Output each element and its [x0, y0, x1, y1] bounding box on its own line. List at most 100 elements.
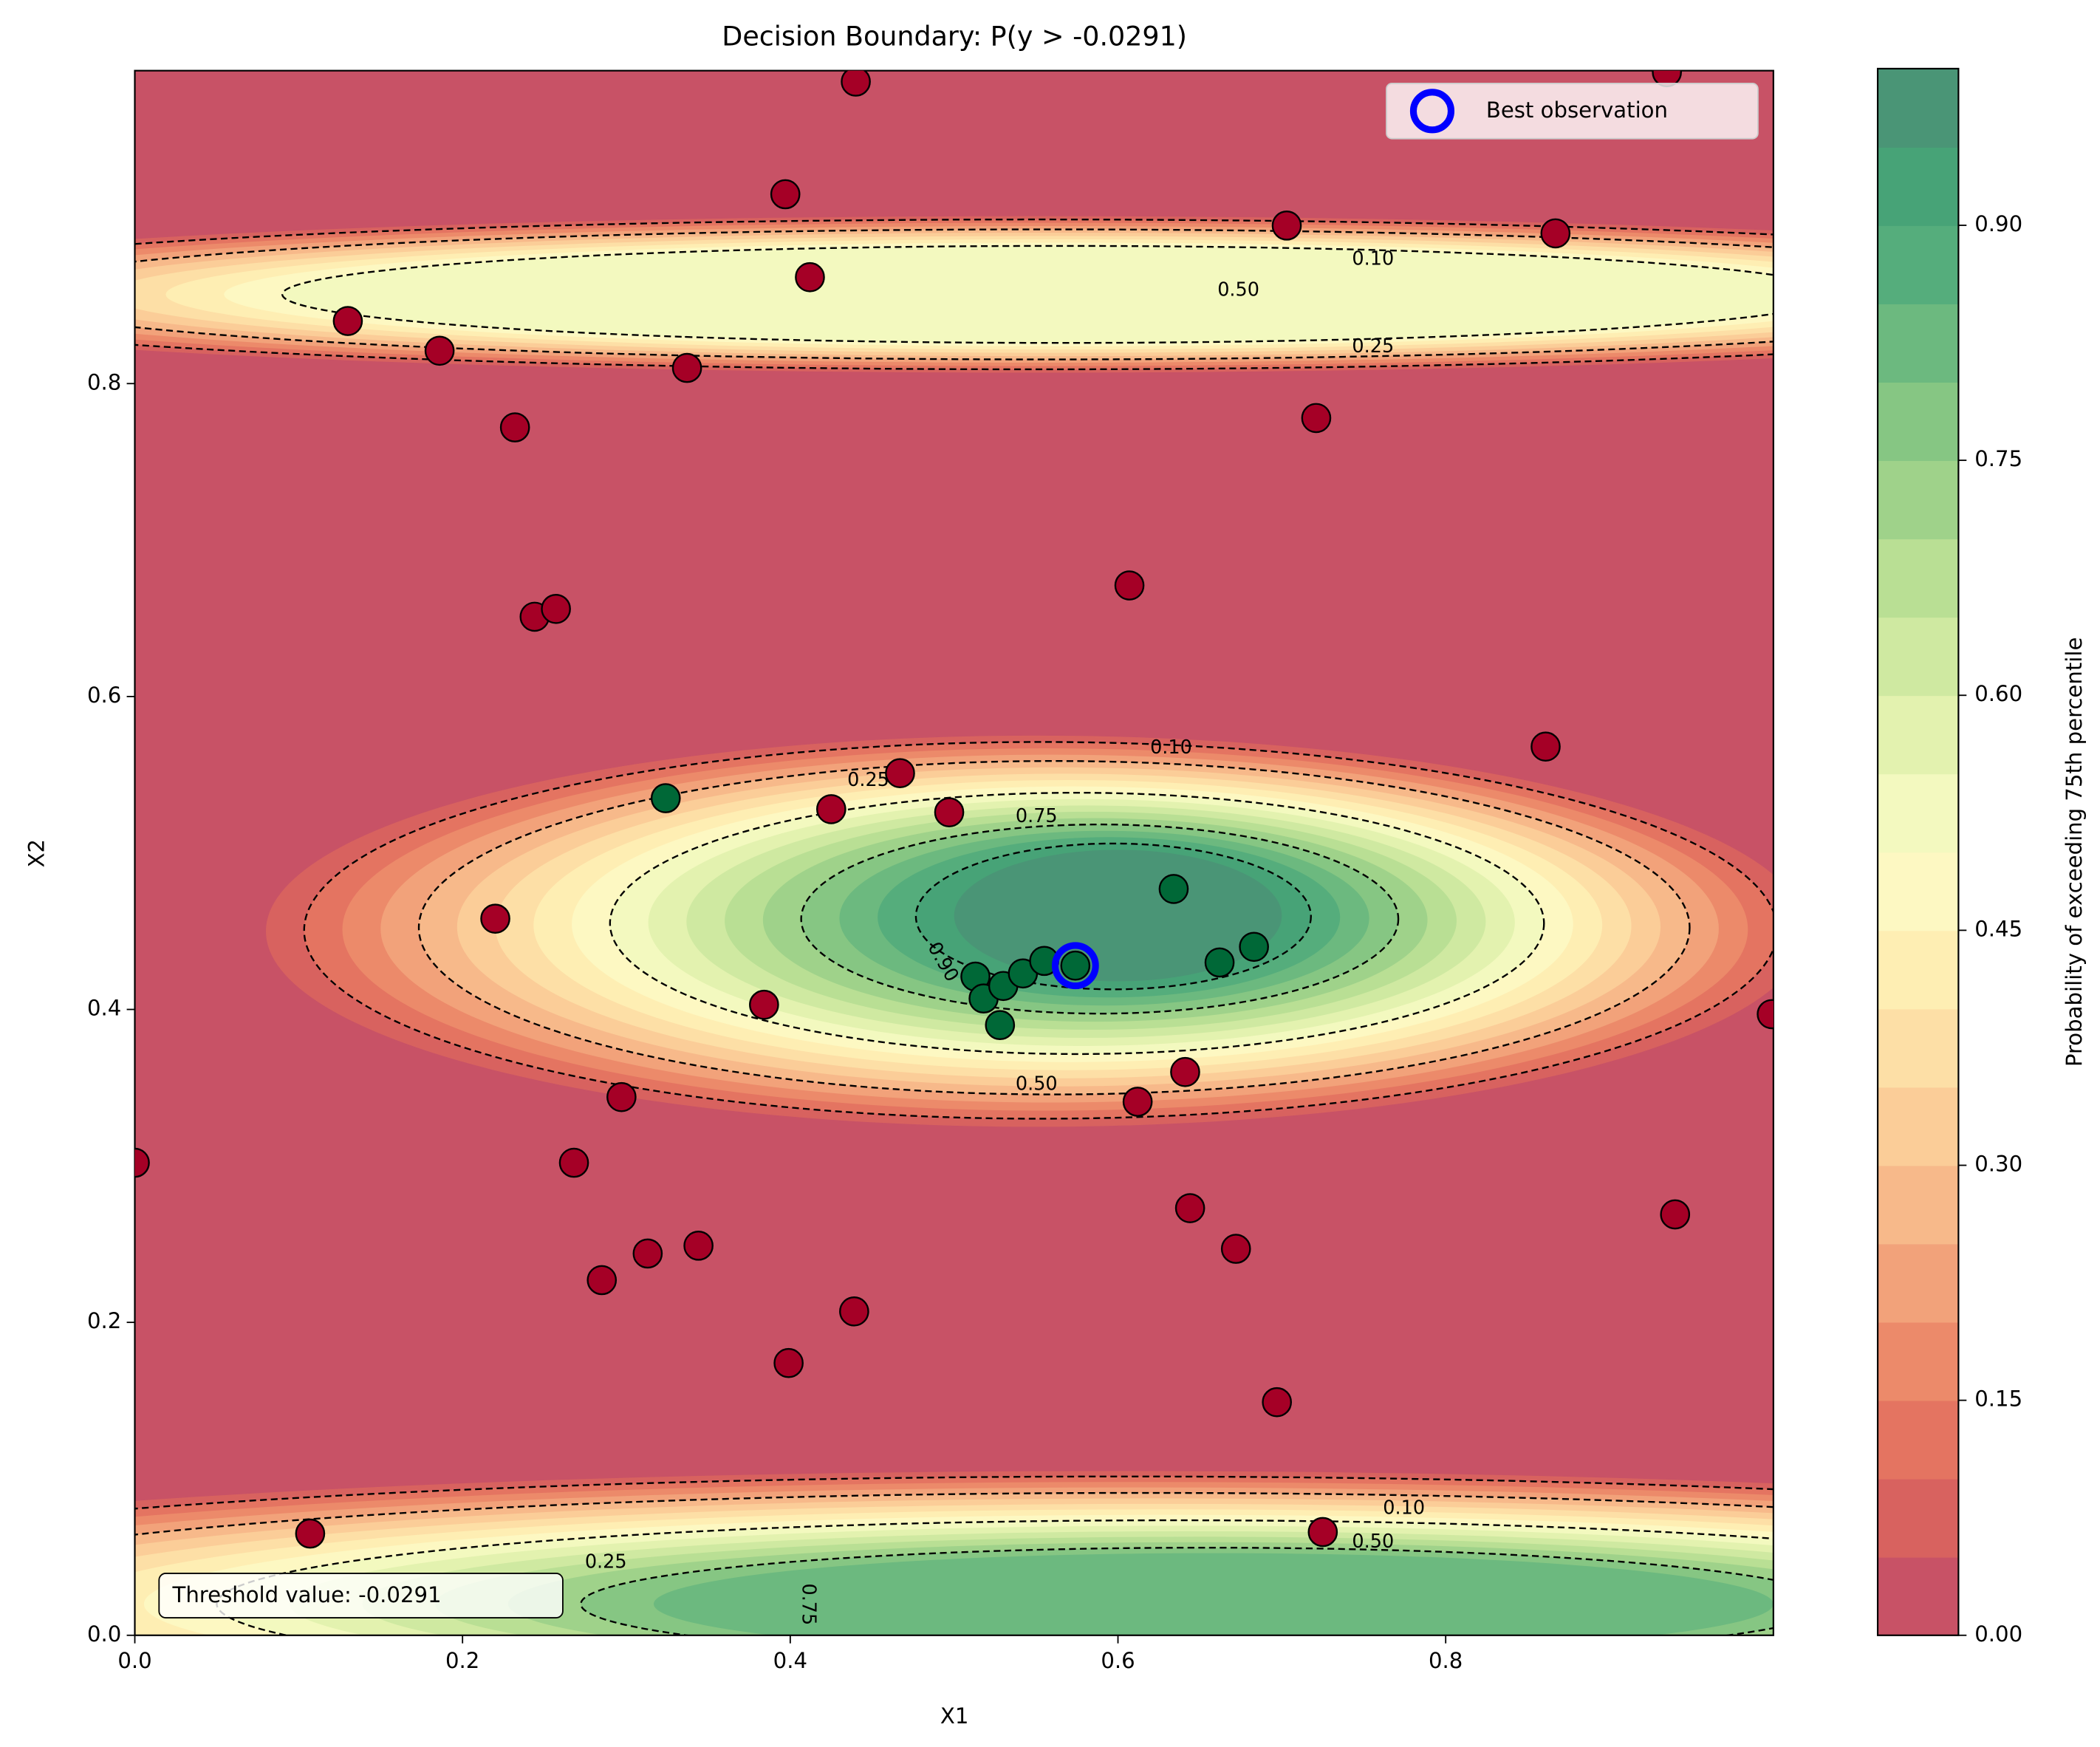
- colorbar-frame: [1876, 67, 1960, 1636]
- legend-marker: [1409, 89, 1455, 134]
- point: [1060, 950, 1091, 981]
- point: [839, 1296, 869, 1327]
- point: [541, 593, 571, 624]
- contour-line: [609, 791, 1545, 1056]
- x-tick-label: 0.8: [1429, 1648, 1463, 1673]
- point: [749, 989, 779, 1020]
- contour-line: [914, 842, 1312, 991]
- point: [1652, 70, 1682, 88]
- colorbar-band: [1878, 1008, 1959, 1088]
- contour-line: [800, 823, 1400, 1015]
- point: [1271, 211, 1302, 241]
- point: [1540, 218, 1571, 249]
- colorbar-band: [1878, 773, 1959, 853]
- point: [795, 261, 825, 293]
- point: [424, 335, 455, 366]
- point: [134, 1147, 150, 1178]
- point: [773, 1347, 804, 1378]
- contour-band: [654, 1553, 1774, 1635]
- colorbar-tick-label: 0.15: [1974, 1387, 2022, 1412]
- point: [586, 1265, 618, 1296]
- colorbar-tick-label: 0.75: [1974, 446, 2022, 471]
- colorbar-band: [1878, 539, 1959, 618]
- contour-label: 0.75: [798, 1583, 820, 1625]
- colorbar-tick-label: 0.45: [1974, 916, 2022, 941]
- x-axis-label: X1: [940, 1703, 969, 1729]
- legend-label: Best observation: [1486, 98, 1668, 123]
- contour-line: [134, 228, 1774, 360]
- y-tick-label: 0.2: [87, 1308, 121, 1333]
- colorbar-tick-label: 0.60: [1974, 681, 2022, 706]
- best-observation: [1051, 942, 1099, 990]
- colorbar-band: [1878, 695, 1959, 775]
- colorbar-band: [1878, 1478, 1959, 1558]
- point: [1122, 1087, 1153, 1117]
- colorbar-tick-label: 0.00: [1974, 1621, 2022, 1647]
- contour-line: [303, 741, 1774, 1120]
- chart-title: Decision Boundary: P(y > -0.0291): [722, 21, 1187, 52]
- point: [815, 794, 847, 824]
- y-tick-label: 0.6: [87, 683, 121, 708]
- point: [1660, 1199, 1691, 1230]
- contour-label: 0.25: [1352, 335, 1394, 358]
- colorbar-band: [1878, 852, 1959, 931]
- colorbar-band: [1878, 1400, 1959, 1480]
- point: [332, 306, 363, 336]
- x-tick-label: 0.2: [445, 1648, 479, 1673]
- points: [134, 70, 1774, 1549]
- point: [1530, 731, 1561, 762]
- point: [1262, 1387, 1293, 1418]
- contour-label: 0.10: [1150, 736, 1192, 759]
- x-tick-label: 0.4: [773, 1648, 807, 1673]
- contour-label: 0.75: [1016, 805, 1058, 827]
- colorbar-band: [1878, 225, 1959, 304]
- contour-line: [134, 218, 1774, 371]
- point: [1204, 947, 1235, 978]
- point: [1757, 999, 1774, 1030]
- legend-frame: [1386, 83, 1759, 140]
- point: [985, 1010, 1016, 1041]
- colorbar-band: [1878, 1165, 1959, 1245]
- point: [841, 70, 871, 97]
- point: [1239, 931, 1269, 963]
- point: [934, 797, 965, 827]
- contour-line: [281, 245, 1774, 344]
- point: [683, 1231, 714, 1261]
- point: [1158, 874, 1189, 904]
- x-tick-label: 0.0: [117, 1648, 151, 1673]
- point: [632, 1238, 663, 1269]
- y-tick-label: 0.4: [87, 996, 121, 1021]
- point: [770, 179, 801, 210]
- y-axis-label: X2: [24, 839, 49, 868]
- contour-line: [134, 1475, 1774, 1510]
- contour-label: 0.50: [1352, 1531, 1394, 1553]
- contour-label: 0.10: [1383, 1497, 1425, 1519]
- colorbar-band: [1878, 146, 1959, 226]
- contour-label: 0.25: [847, 769, 889, 791]
- point: [499, 412, 530, 442]
- colorbar-tick-label: 0.30: [1974, 1152, 2022, 1177]
- point: [295, 1518, 326, 1549]
- probability-field: 0.100.500.250.100.250.750.900.500.100.50…: [134, 70, 1774, 1635]
- contour-band: [282, 245, 1774, 343]
- colorbar-band: [1878, 1322, 1959, 1401]
- point: [480, 903, 510, 934]
- point: [1174, 1193, 1205, 1223]
- plot-frame: [134, 69, 1774, 1636]
- annotation: Threshold value: -0.0291: [172, 1582, 442, 1607]
- annotation-box: [158, 1573, 564, 1618]
- contour-label: 0.25: [585, 1551, 627, 1573]
- point: [1220, 1234, 1251, 1264]
- y-tick-label: 0.8: [87, 369, 121, 394]
- point: [885, 758, 915, 789]
- colorbar-band: [1878, 460, 1959, 540]
- point: [1114, 570, 1145, 601]
- contour-label: 0.50: [1217, 279, 1259, 301]
- contour-label: 0.50: [1016, 1073, 1058, 1095]
- point: [650, 783, 681, 813]
- colorbar-band: [1878, 1556, 1959, 1636]
- contour-label: 0.10: [1352, 248, 1394, 270]
- colorbar-band: [1878, 1087, 1959, 1166]
